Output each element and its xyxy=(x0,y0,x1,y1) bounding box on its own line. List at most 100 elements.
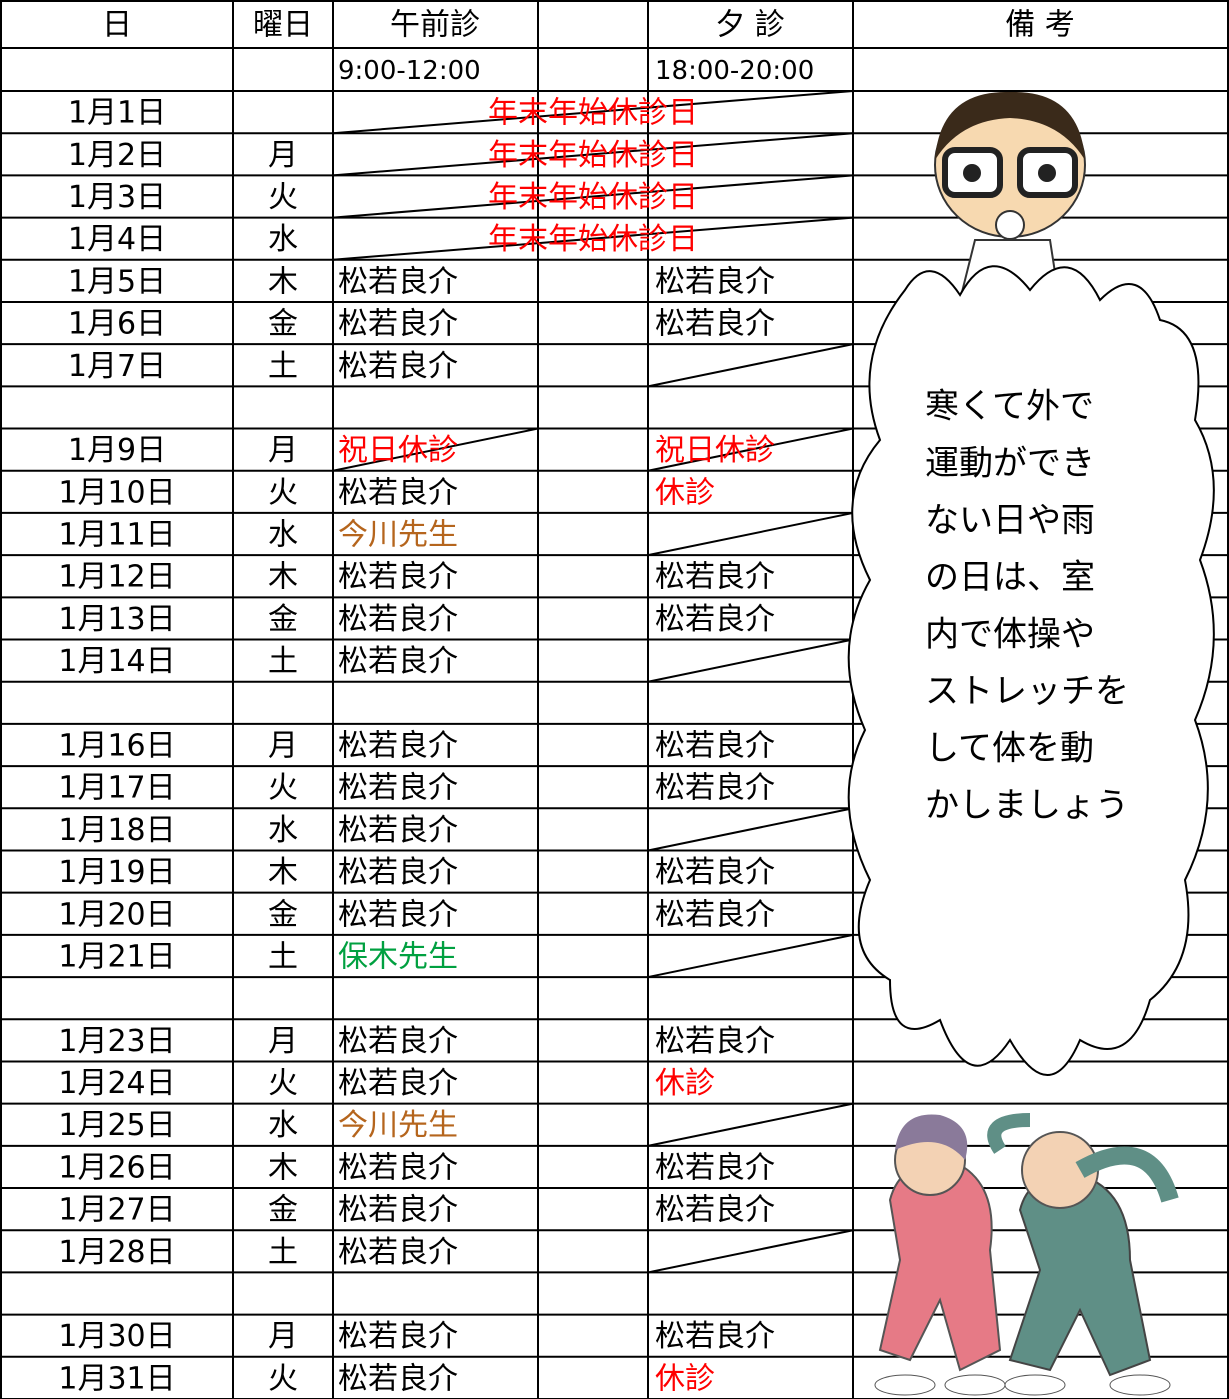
closed-label: 年末年始休診日 xyxy=(488,222,698,257)
slash xyxy=(647,343,854,388)
am-doctor: 松若良介 xyxy=(338,602,458,637)
closed-label: 年末年始休診日 xyxy=(488,138,698,173)
date: 1月7日 xyxy=(68,349,166,384)
note-line: かしましょう xyxy=(925,786,1129,826)
weekday: 木 xyxy=(268,855,298,890)
am-doctor: 松若良介 xyxy=(338,1150,458,1185)
am-doctor: 松若良介 xyxy=(338,729,458,764)
slash xyxy=(332,216,854,261)
date: 1月17日 xyxy=(58,771,175,806)
weekday: 火 xyxy=(268,180,298,215)
pm-doctor: 松若良介 xyxy=(655,602,775,637)
elderly-exercise-illustration xyxy=(874,1113,1179,1396)
am-doctor: 松若良介 xyxy=(338,813,458,848)
pm-doctor: 休診 xyxy=(655,1361,715,1396)
am-doctor: 松若良介 xyxy=(338,307,458,342)
am-doctor: 松若良介 xyxy=(338,1361,458,1396)
am-doctor: 松若良介 xyxy=(338,855,458,890)
date: 1月10日 xyxy=(58,475,175,510)
pm-doctor: 松若良介 xyxy=(655,897,775,932)
weekday: 水 xyxy=(268,1108,298,1143)
slash xyxy=(647,1102,854,1147)
date: 1月16日 xyxy=(58,729,175,764)
date: 1月26日 xyxy=(58,1150,175,1185)
date: 1月28日 xyxy=(58,1235,175,1270)
am-doctor: 松若良介 xyxy=(338,1024,458,1059)
weekday: 火 xyxy=(268,475,298,510)
am-doctor: 松若良介 xyxy=(338,264,458,299)
hours-am: 9:00-12:00 xyxy=(338,56,481,86)
slash xyxy=(647,933,854,979)
weekday: 土 xyxy=(268,939,298,974)
am-doctor: 祝日休診 xyxy=(338,433,458,468)
date: 1月9日 xyxy=(68,433,166,468)
weekday: 木 xyxy=(268,560,298,595)
speech-cloud xyxy=(847,265,1215,1076)
am-doctor: 松若良介 xyxy=(338,897,458,932)
slash xyxy=(332,132,854,177)
am-doctor: 松若良介 xyxy=(338,644,458,679)
slash xyxy=(647,427,854,472)
pm-doctor: 松若良介 xyxy=(655,1319,775,1354)
header-am: 午前診 xyxy=(390,8,480,43)
date: 1月5日 xyxy=(68,264,166,299)
date: 1月2日 xyxy=(68,138,166,173)
am-doctor: 松若良介 xyxy=(338,560,458,595)
date: 1月30日 xyxy=(58,1319,175,1354)
date: 1月11日 xyxy=(58,518,175,553)
slash xyxy=(647,638,854,683)
date: 1月6日 xyxy=(68,307,166,342)
date: 1月3日 xyxy=(68,180,166,215)
header-weekday: 曜日 xyxy=(253,8,313,43)
date: 1月18日 xyxy=(58,813,175,848)
weekday: 水 xyxy=(268,222,298,257)
am-doctor: 松若良介 xyxy=(338,1066,458,1101)
pm-doctor: 松若良介 xyxy=(655,855,775,890)
header-date: 日 xyxy=(102,8,132,43)
weekday: 月 xyxy=(268,1319,298,1354)
am-doctor: 松若良介 xyxy=(338,1319,458,1354)
date: 1月4日 xyxy=(68,222,166,257)
weekday: 木 xyxy=(268,1150,298,1185)
note-line: 寒くて外で xyxy=(925,387,1094,427)
weekday: 土 xyxy=(268,1235,298,1270)
weekday: 月 xyxy=(268,433,298,468)
slash xyxy=(332,174,854,219)
weekday: 金 xyxy=(268,1193,298,1228)
weekday: 金 xyxy=(268,602,298,637)
weekday: 火 xyxy=(268,771,298,806)
am-doctor: 保木先生 xyxy=(338,939,458,974)
slash xyxy=(647,807,854,852)
am-doctor: 松若良介 xyxy=(338,349,458,384)
note-line: の日は、室 xyxy=(925,558,1095,598)
date: 1月14日 xyxy=(58,644,175,679)
note-line: して体を動 xyxy=(925,729,1094,769)
note-line: 運動ができ xyxy=(925,444,1095,484)
weekday: 月 xyxy=(268,1024,298,1059)
pm-doctor: 松若良介 xyxy=(655,1024,775,1059)
am-doctor: 今川先生 xyxy=(338,518,458,553)
note-line: ストレッチを xyxy=(925,672,1129,712)
am-doctor: 松若良介 xyxy=(338,1193,458,1228)
weekday: 火 xyxy=(268,1361,298,1396)
weekday: 水 xyxy=(268,813,298,848)
date: 1月13日 xyxy=(58,602,175,637)
date: 1月12日 xyxy=(58,560,175,595)
weekday: 土 xyxy=(268,644,298,679)
am-doctor: 松若良介 xyxy=(338,475,458,510)
header-pm: 夕 診 xyxy=(715,8,785,43)
weekday: 水 xyxy=(268,518,298,553)
note-line: ない日や雨 xyxy=(925,501,1095,541)
weekday: 木 xyxy=(268,264,298,299)
pm-doctor: 休診 xyxy=(655,475,715,510)
slash xyxy=(647,1229,854,1274)
pm-doctor: 松若良介 xyxy=(655,264,775,299)
pm-doctor: 松若良介 xyxy=(655,729,775,764)
closed-label: 年末年始休診日 xyxy=(488,180,698,215)
header-note: 備 考 xyxy=(1005,8,1075,43)
am-doctor: 松若良介 xyxy=(338,771,458,806)
slash xyxy=(332,90,854,135)
date: 1月25日 xyxy=(58,1108,175,1143)
pm-doctor: 休診 xyxy=(655,1066,715,1101)
